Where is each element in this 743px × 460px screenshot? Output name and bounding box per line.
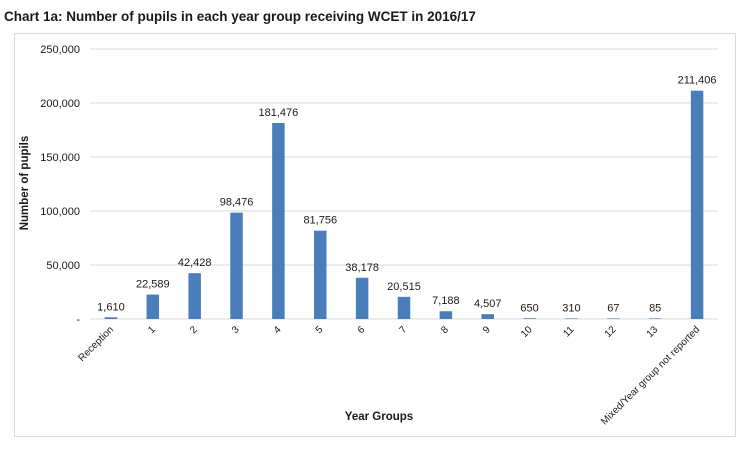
data-label: 85	[649, 302, 661, 314]
y-tick-label: 150,000	[40, 152, 80, 164]
data-label: 211,406	[678, 75, 717, 87]
bar	[648, 318, 662, 319]
bar	[146, 294, 160, 319]
x-axis-label: Year Groups	[345, 411, 413, 423]
x-tick-label: Mixed/Year group not reported	[599, 324, 702, 427]
data-label: 42,428	[178, 257, 212, 269]
bar	[523, 318, 536, 319]
x-tick-label: 2	[188, 324, 200, 336]
x-tick-label: 12	[603, 324, 619, 340]
x-tick-label: 5	[314, 324, 326, 336]
y-tick-label: 250,000	[40, 44, 80, 56]
x-tick-label: 7	[397, 324, 409, 336]
data-label: 7,188	[432, 295, 460, 307]
bar	[439, 311, 453, 319]
data-label: 650	[520, 302, 538, 314]
y-tick-label: 100,000	[40, 206, 80, 218]
chart-frame	[14, 33, 736, 437]
bar	[397, 296, 411, 319]
x-tick-label: 4	[272, 324, 284, 336]
bar	[690, 90, 704, 319]
x-tick-label: 11	[561, 324, 576, 339]
y-axis-label: Number of pupils	[19, 136, 31, 231]
bar	[272, 123, 285, 319]
bar	[188, 273, 201, 319]
data-label: 310	[562, 302, 580, 314]
bar	[565, 318, 578, 319]
x-tick-label: Reception	[76, 324, 116, 364]
data-label: 38,178	[345, 262, 379, 274]
bar	[230, 212, 243, 319]
x-tick-label: 1	[146, 324, 158, 336]
data-label: 4,507	[474, 298, 502, 310]
x-tick-label: 13	[645, 324, 661, 340]
y-tick-label: -	[76, 314, 80, 326]
x-tick-label: 10	[519, 324, 535, 340]
y-tick-label: 50,000	[46, 260, 80, 272]
x-tick-label: 3	[230, 324, 242, 336]
bar	[481, 314, 494, 319]
x-tick-label: 8	[439, 324, 451, 336]
data-label: 181,476	[259, 107, 299, 119]
data-label: 98,476	[220, 197, 254, 209]
x-tick-label: 6	[356, 324, 368, 336]
data-label: 1,610	[97, 301, 125, 313]
data-label: 22,589	[136, 279, 170, 291]
x-tick-label: 9	[481, 324, 493, 336]
data-label: 20,515	[387, 281, 421, 293]
bar	[607, 318, 620, 319]
bar	[104, 317, 118, 319]
y-tick-label: 200,000	[40, 98, 80, 110]
data-label: 81,756	[303, 215, 337, 227]
bar	[355, 277, 369, 319]
bar	[314, 230, 327, 319]
data-label: 67	[607, 302, 619, 314]
chart-title: Chart 1a: Number of pupils in each year …	[4, 9, 476, 24]
